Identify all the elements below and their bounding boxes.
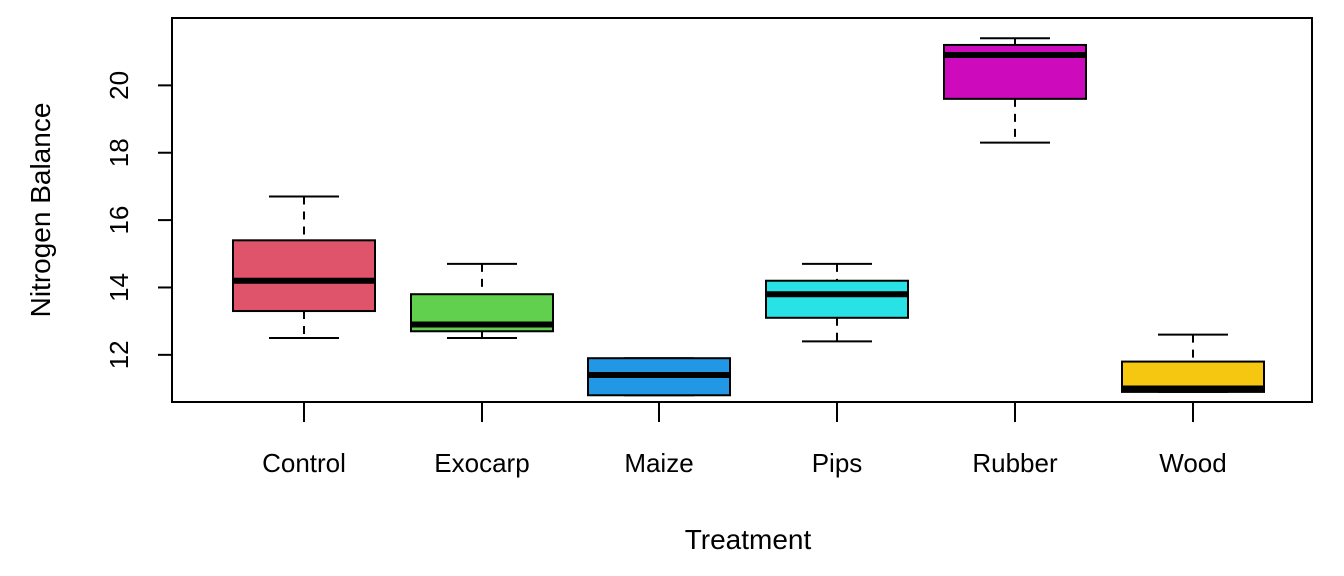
iqr-box	[765, 279, 909, 319]
box-rubber	[943, 37, 1087, 144]
x-axis-label: Treatment	[685, 524, 812, 555]
box-control	[232, 195, 376, 339]
x-tick-label: Exocarp	[434, 448, 529, 478]
plot-frame	[171, 17, 1313, 403]
box-exocarp	[410, 262, 554, 339]
x-tick-label: Control	[262, 448, 346, 478]
x-tick-label: Rubber	[972, 448, 1058, 478]
x-tick-label: Wood	[1159, 448, 1226, 478]
x-tick-label: Pips	[812, 448, 863, 478]
y-tick-label: 12	[104, 340, 134, 369]
box-pips	[765, 262, 909, 343]
x-tick-label: Maize	[624, 448, 693, 478]
y-tick-label: 18	[104, 138, 134, 167]
iqr-box	[232, 239, 376, 313]
y-tick-label: 16	[104, 206, 134, 235]
x-axis: Control Exocarp Maize Pips Rubber Wood	[262, 402, 1227, 478]
y-axis-label: Nitrogen Balance	[25, 103, 56, 318]
y-axis: 12 14 16 18 20	[104, 71, 172, 369]
y-tick-label: 14	[104, 273, 134, 302]
boxes	[232, 37, 1265, 397]
box-maize	[587, 357, 731, 397]
y-tick-label: 20	[104, 71, 134, 100]
box-wood	[1121, 333, 1265, 393]
